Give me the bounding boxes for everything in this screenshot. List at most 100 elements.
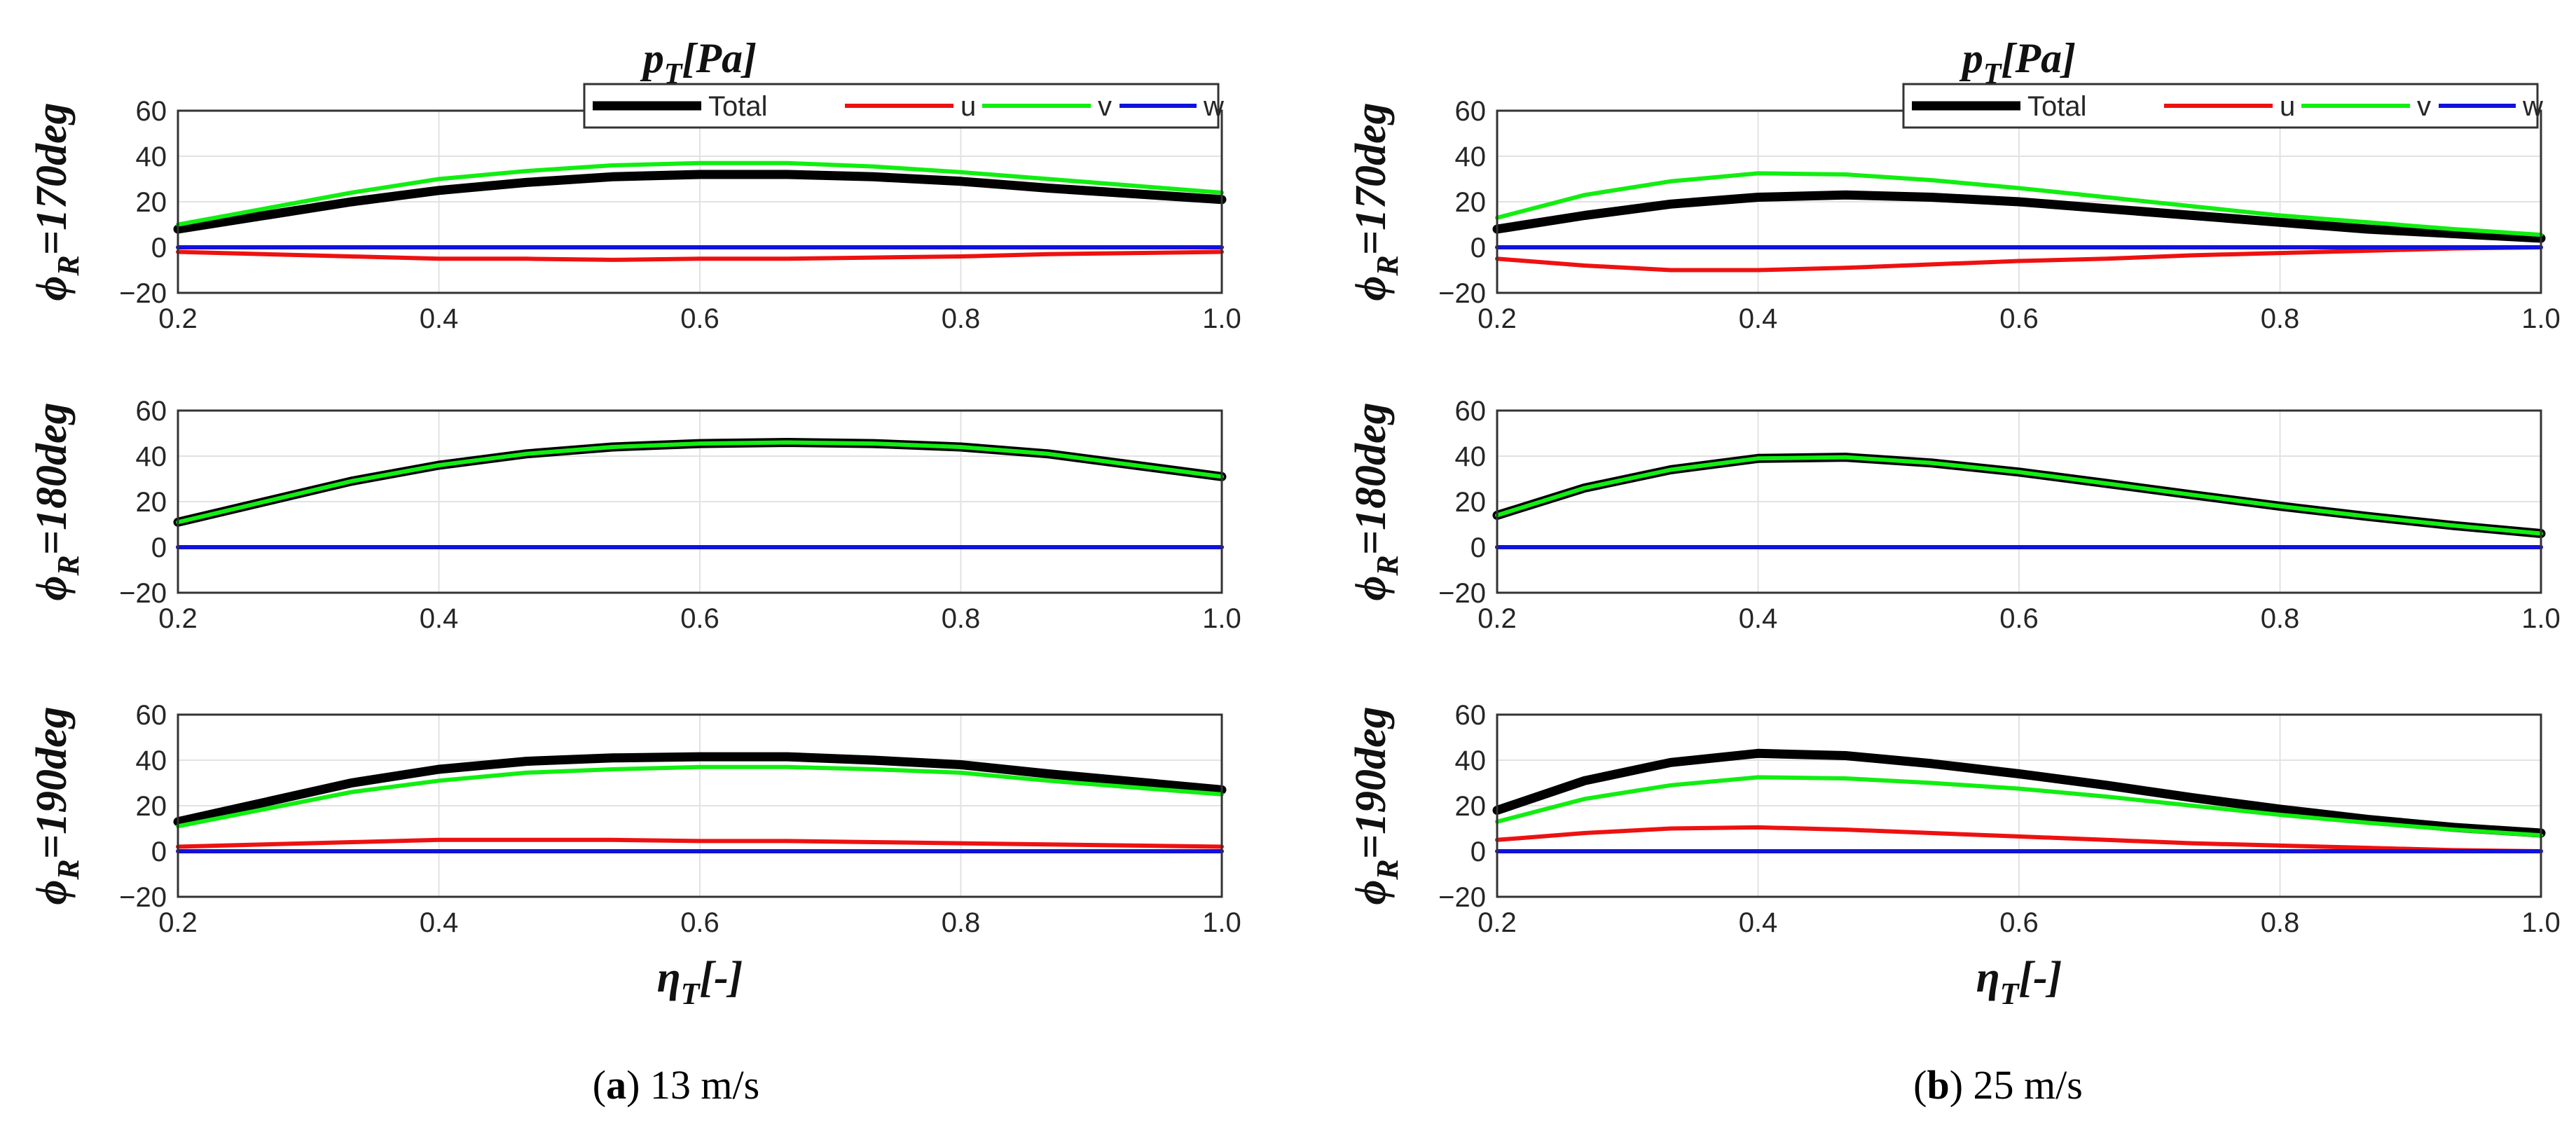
y-axis-label: ϕR=190deg <box>28 706 85 905</box>
series-line-u <box>176 837 1224 849</box>
chart-panel-b2: 0.2 0.4 0.6 0.8 1.0 60 40 20 0 −20 ϕR=180deg <box>1347 396 2561 634</box>
y-axis-label: ϕR=180deg <box>1347 402 1405 600</box>
y-tick-label: 0 <box>1470 532 1486 563</box>
legend-label-w: w <box>2522 91 2543 122</box>
y-tick-label: 20 <box>1455 791 1487 822</box>
x-tick-label: 0.4 <box>1739 907 1778 938</box>
chart-panel-b1: 0.2 0.4 0.6 0.8 1.0 60 40 20 0 −20 ϕR=170deg pT[Pa]… <box>1347 35 2561 334</box>
x-tick-label: 0.4 <box>420 907 459 938</box>
series-line-u <box>1495 245 2543 273</box>
x-tick-label: 1.0 <box>1202 907 1241 938</box>
y-tick-label: 20 <box>1455 487 1487 518</box>
legend: Total u v w <box>583 83 1224 129</box>
x-tick-label: 1.0 <box>1202 603 1241 634</box>
legend-label-u: u <box>960 91 976 122</box>
y-tick-label: 40 <box>1455 745 1487 776</box>
series-line-v <box>176 160 1224 227</box>
y-tick-label: 20 <box>136 487 167 518</box>
x-tick-label: 0.4 <box>420 603 459 634</box>
chart-panel-b3: 0.2 0.4 0.6 0.8 1.0 60 40 20 0 −20 ϕR=190deg ηT[-] <box>1347 700 2561 1011</box>
x-tick-label: 0.4 <box>420 303 459 334</box>
caption-a: (a) 13 m/s <box>593 1062 759 1108</box>
y-tick-label: 40 <box>136 441 167 472</box>
x-tick-label: 0.6 <box>680 907 719 938</box>
y-tick-label: 60 <box>1455 96 1487 127</box>
legend-label-v: v <box>2417 91 2431 122</box>
legend-label-w: w <box>1203 91 1224 122</box>
y-tick-label: 40 <box>136 745 167 776</box>
x-tick-label: 0.8 <box>2261 303 2300 334</box>
x-tick-label: 0.2 <box>1478 907 1517 938</box>
series-line-total <box>1492 190 2546 243</box>
series-line-v <box>1495 455 2543 536</box>
caption-b-letter: b <box>1927 1062 1949 1108</box>
y-tick-label: 40 <box>1455 142 1487 172</box>
chart-panel-a2: 0.2 0.4 0.6 0.8 1.0 60 40 20 0 −20 ϕR=180deg <box>28 396 1241 634</box>
x-tick-label: 0.8 <box>2261 907 2300 938</box>
series-line-u <box>176 249 1224 262</box>
caption-b-text: 25 m/s <box>1963 1062 2083 1108</box>
y-tick-label: 40 <box>136 142 167 172</box>
y-tick-label: 20 <box>1455 187 1487 218</box>
legend-label-u: u <box>2280 91 2295 122</box>
y-tick-label: 60 <box>136 96 167 127</box>
y-tick-label: 0 <box>1470 233 1486 263</box>
series-line-total <box>173 170 1227 234</box>
x-tick-label: 1.0 <box>2521 907 2561 938</box>
series-line-total <box>1492 748 2546 838</box>
x-tick-label: 0.6 <box>1999 603 2039 634</box>
chart-panel-a1: 0.2 0.4 0.6 0.8 1.0 60 40 20 0 −20 ϕR=170deg pT[Pa]… <box>28 35 1241 334</box>
chart-title: pT[Pa] <box>640 35 757 90</box>
y-axis-label: ϕR=170deg <box>28 102 85 301</box>
series-line-total <box>173 752 1227 827</box>
x-tick-label: 1.0 <box>1202 303 1241 334</box>
y-tick-label: 60 <box>1455 396 1487 427</box>
series-line-v <box>1495 171 2543 238</box>
panels: 0.2 0.4 0.6 0.8 1.0 60 40 20 0 −20 ϕR=170deg pT[Pa]… <box>28 35 2561 1011</box>
x-tick-label: 0.8 <box>942 303 981 334</box>
y-axis-label: ϕR=170deg <box>1347 102 1405 301</box>
x-tick-label: 0.2 <box>158 303 198 334</box>
y-tick-label: 20 <box>136 187 167 218</box>
x-tick-label: 0.4 <box>1739 303 1778 334</box>
y-tick-label: −20 <box>1438 882 1486 913</box>
x-tick-label: 0.8 <box>2261 603 2300 634</box>
x-tick-label: 0.2 <box>158 603 198 634</box>
x-tick-label: 0.6 <box>680 603 719 634</box>
chart-panel-a3: 0.2 0.4 0.6 0.8 1.0 60 40 20 0 −20 ϕR=190deg ηT[-] <box>28 700 1241 1011</box>
legend-label-v: v <box>1098 91 1112 122</box>
x-tick-label: 0.4 <box>1739 603 1778 634</box>
x-tick-label: 0.6 <box>1999 303 2039 334</box>
series-line-v <box>176 764 1224 829</box>
y-tick-label: −20 <box>119 578 167 609</box>
y-axis-label: ϕR=180deg <box>28 402 85 600</box>
caption-a-text: 13 m/s <box>640 1062 759 1108</box>
x-tick-label: 0.2 <box>1478 603 1517 634</box>
legend: Total u v w <box>1902 83 2543 129</box>
x-tick-label: 0.6 <box>680 303 719 334</box>
caption-a-letter: a <box>606 1062 626 1108</box>
series-line-u <box>1495 825 2543 853</box>
axes-frame <box>177 409 1223 594</box>
y-tick-label: 20 <box>136 791 167 822</box>
y-tick-label: 60 <box>1455 700 1487 731</box>
y-tick-label: −20 <box>1438 578 1486 609</box>
y-tick-label: −20 <box>1438 278 1486 309</box>
x-tick-label: 0.6 <box>1999 907 2039 938</box>
y-tick-label: 0 <box>151 837 167 867</box>
y-tick-label: 0 <box>151 233 167 263</box>
y-axis-label: ϕR=190deg <box>1347 706 1405 905</box>
chart-title: pT[Pa] <box>1959 35 2076 90</box>
x-tick-label: 0.2 <box>1478 303 1517 334</box>
y-tick-label: −20 <box>119 278 167 309</box>
y-tick-label: −20 <box>119 882 167 913</box>
series-line-v <box>176 440 1224 525</box>
axes-frame <box>177 713 1223 898</box>
x-axis-label: ηT[-] <box>1976 954 2062 1011</box>
y-tick-label: 60 <box>136 396 167 427</box>
y-tick-label: 0 <box>151 532 167 563</box>
legend-label-total: Total <box>708 91 768 122</box>
x-tick-label: 0.2 <box>158 907 198 938</box>
legend-label-total: Total <box>2027 91 2087 122</box>
x-tick-label: 0.8 <box>942 603 981 634</box>
